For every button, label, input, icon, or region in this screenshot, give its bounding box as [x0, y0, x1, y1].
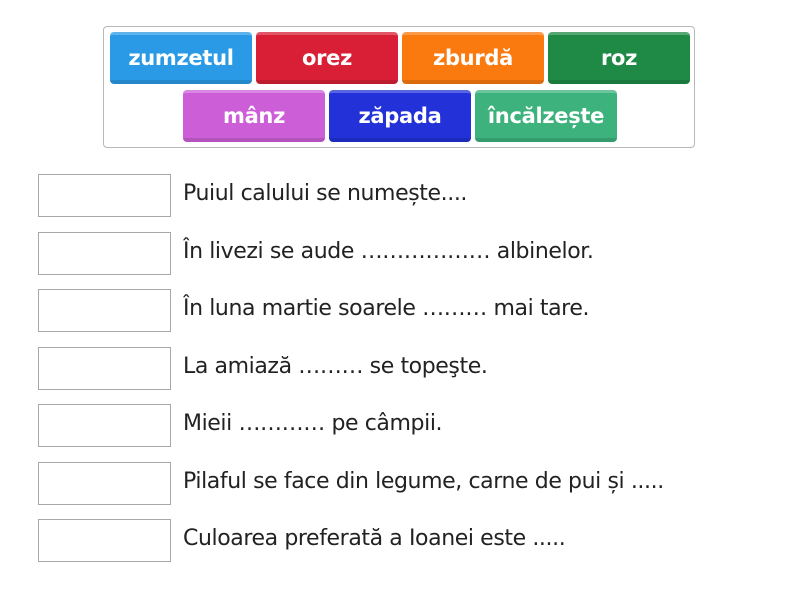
answer-drop-slot[interactable]: [38, 231, 171, 275]
word-bank: [103, 26, 695, 148]
question-text: În livezi se aude ……………… albinelor.: [183, 238, 594, 264]
answer-drop-slot[interactable]: [38, 289, 171, 332]
question-text: Culoarea preferată a Ioanei este .....: [183, 526, 566, 551]
question-text: Puiul calului se numește....: [183, 181, 468, 206]
word-tile-4[interactable]: mânz: [183, 90, 325, 142]
answer-drop-slot[interactable]: [38, 461, 171, 505]
word-tile-2[interactable]: zburdă: [402, 32, 544, 84]
word-tile-1[interactable]: orez: [256, 32, 398, 84]
word-tile-0[interactable]: zumzetul: [110, 32, 252, 84]
answer-drop-slot[interactable]: [38, 174, 171, 217]
answer-drop-slot[interactable]: [38, 519, 171, 562]
answer-drop-slot[interactable]: [38, 404, 171, 447]
question-text: Pilaful se face din legume, carne de pui…: [183, 468, 664, 494]
word-tile-6[interactable]: încălzește: [475, 90, 617, 142]
question-text: La amiază ……… se topeşte.: [183, 353, 488, 379]
answer-drop-slot[interactable]: [38, 346, 171, 390]
word-tile-5[interactable]: zăpada: [329, 90, 471, 142]
question-text: Mieii ………… pe câmpii.: [183, 411, 443, 436]
word-tile-3[interactable]: roz: [548, 32, 690, 84]
question-text: În luna martie soarele ……… mai tare.: [183, 296, 590, 321]
